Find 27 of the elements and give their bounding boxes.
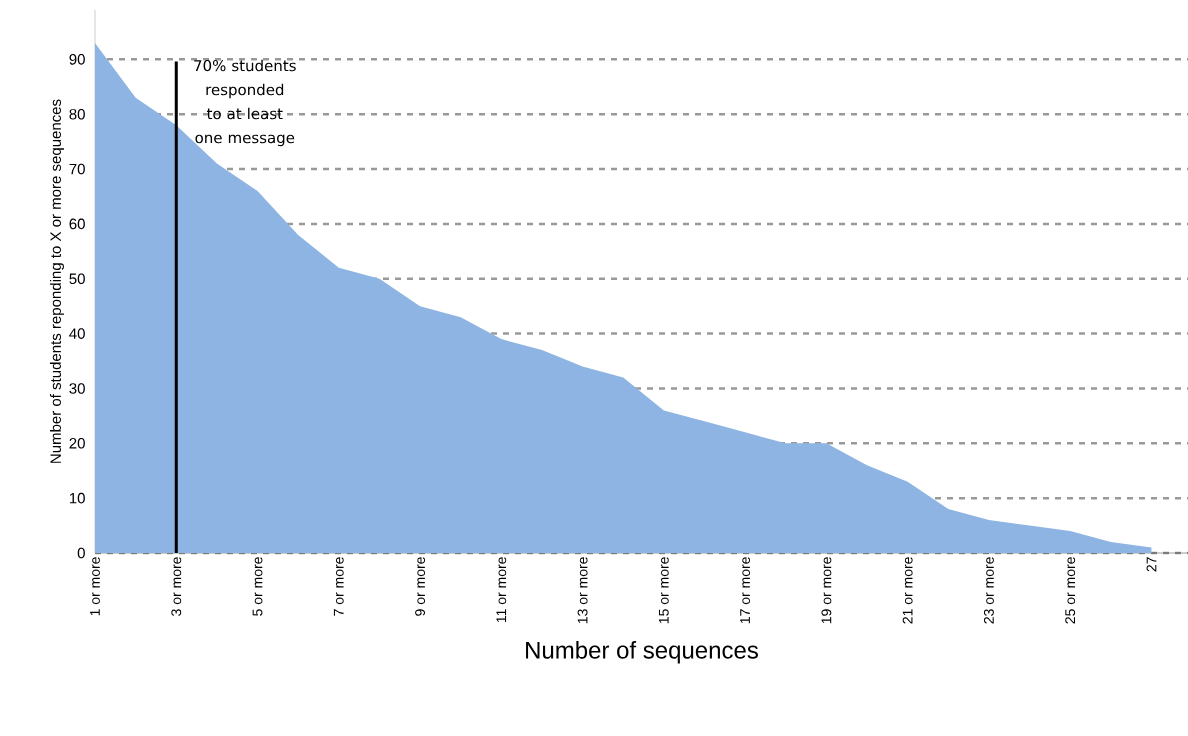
x-tick-label: 17 or more: [740, 557, 750, 624]
y-tick-label: 90: [69, 54, 85, 65]
y-tick-label: 80: [69, 108, 85, 120]
x-tick-label: 27: [1146, 557, 1157, 572]
x-tick-label: 3 or more: [171, 557, 182, 616]
y-tick-label: 60: [69, 218, 85, 230]
x-tick-label: 25 or more: [1065, 557, 1076, 624]
y-tick-label: 70: [69, 163, 85, 175]
x-tick-label: 5 or more: [252, 557, 263, 616]
y-tick-label: 10: [69, 492, 85, 504]
ref-line-label: 70% students responded to at least one message: [194, 59, 296, 147]
x-axis-title: Number of sequences: [526, 641, 758, 664]
y-tick-label: 30: [69, 383, 85, 394]
x-tick-label: 21 or more: [902, 557, 913, 624]
x-tick-label: 13 or more: [577, 557, 588, 624]
y-tick-label: 20: [69, 438, 85, 449]
x-tick-label: 11 or more: [496, 557, 507, 623]
x-tick-label: 1 or more: [90, 557, 100, 616]
x-tick-label: 23 or more: [983, 557, 994, 624]
x-tick-label: 15 or more: [658, 557, 669, 624]
y-tick-label: 50: [69, 273, 85, 285]
x-tick-label: 19 or more: [821, 557, 832, 624]
y-axis-title: Number of students reponding to X or more sequences: [49, 99, 64, 463]
y-tick-label: 0: [77, 547, 85, 559]
x-tick-label: 9 or more: [415, 557, 426, 616]
x-tick-label: 7 or more: [333, 557, 344, 616]
y-tick-label: 40: [69, 328, 85, 339]
